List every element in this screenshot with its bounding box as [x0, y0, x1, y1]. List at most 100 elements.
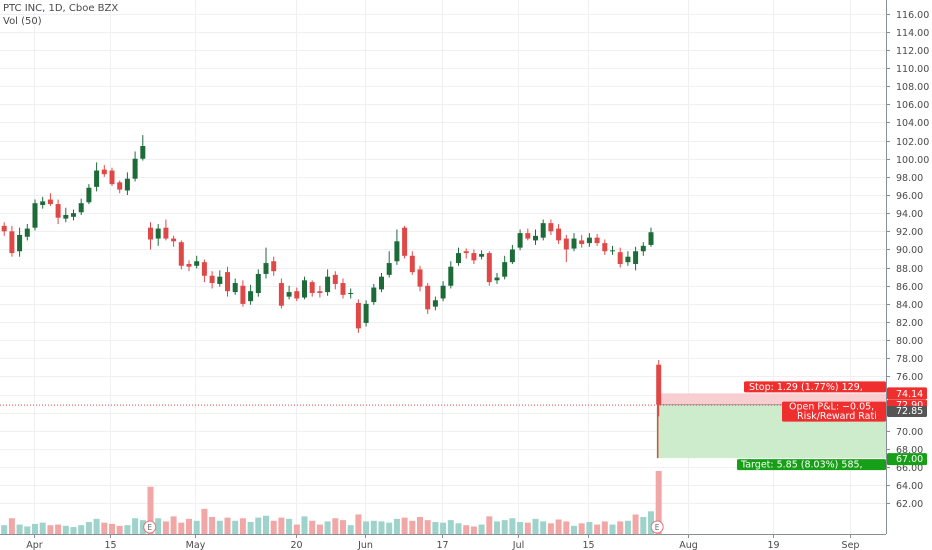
- open-pnl-text: Open P&L: −0.05,: [789, 402, 874, 413]
- y-tick-label: 94.00: [896, 209, 923, 220]
- candle-body: [502, 262, 508, 277]
- price-axis[interactable]: 62.0064.0066.0068.0070.0072.0074.0076.00…: [886, 10, 929, 510]
- stop-zone[interactable]: [656, 393, 886, 405]
- candle-body: [425, 285, 431, 310]
- candle-body: [586, 237, 592, 244]
- candle-body: [47, 199, 53, 205]
- candle-body: [94, 170, 100, 187]
- candle-body: [640, 245, 646, 252]
- candle-body: [625, 256, 631, 263]
- volume-bar: [486, 516, 493, 534]
- volume-bar: [209, 516, 216, 534]
- chart-legend: PTC INC, 1D, Cboe BZX Vol (50): [3, 2, 118, 28]
- candle-body: [440, 285, 446, 299]
- volume-bar: [517, 522, 524, 534]
- time-axis[interactable]: Apr 15 May 20 Jun 17 Jul 15 Aug 19 Sep: [26, 534, 859, 550]
- candle-body: [271, 261, 277, 272]
- volume-bar: [109, 523, 115, 534]
- volume-bar: [393, 518, 400, 534]
- volume-bar: [101, 522, 108, 534]
- stop-label[interactable]: Stop: 1.29 (1.77%) 129,: [744, 381, 886, 393]
- candle-body: [240, 285, 246, 304]
- candle-body: [17, 234, 23, 252]
- volume-bar: [378, 521, 385, 534]
- y-tick-label: 106.00: [896, 100, 929, 111]
- price-badges: 74.14 72.90 72.85 67.00: [887, 387, 927, 466]
- y-tick-label: 78.00: [896, 354, 923, 365]
- volume-bar: [340, 520, 346, 534]
- symbol-title[interactable]: PTC INC, 1D, Cboe BZX: [3, 3, 119, 14]
- volume-bar: [224, 517, 231, 534]
- y-tick-label: 98.00: [896, 173, 923, 184]
- volume-bar: [494, 521, 500, 534]
- candle-body: [525, 233, 531, 239]
- candle-body: [309, 282, 315, 294]
- candle-body: [217, 276, 223, 284]
- y-tick-label: 108.00: [896, 82, 929, 93]
- candle-body: [602, 243, 608, 252]
- y-tick-label: 66.00: [896, 463, 923, 474]
- candle-body: [140, 146, 146, 159]
- candle-body: [563, 238, 569, 250]
- volume-bar: [624, 520, 631, 534]
- earnings-marker: [143, 520, 157, 534]
- x-tick-label: 17: [436, 540, 448, 550]
- candle-body: [109, 170, 115, 185]
- volume-bar: [424, 520, 431, 534]
- volume-bar: [417, 516, 423, 534]
- earnings-marker-label: E: [147, 523, 152, 532]
- candle-body: [571, 238, 577, 249]
- y-tick-label: 84.00: [896, 300, 923, 311]
- volume-bar: [263, 515, 269, 534]
- candle-body: [255, 273, 261, 294]
- open-pnl-box: [782, 401, 886, 422]
- candle-body: [432, 300, 438, 307]
- volume-bar: [286, 518, 293, 534]
- target-price-badge-text: 67.00: [896, 454, 923, 465]
- volume-bar: [578, 523, 585, 534]
- open-pnl-label[interactable]: Open P&L: −0.05, Risk/Reward Rati: [782, 401, 886, 423]
- candle-body: [117, 182, 123, 190]
- candle-body: [394, 241, 400, 262]
- volume-bar: [216, 520, 223, 534]
- volume-bar: [655, 471, 662, 534]
- target-label[interactable]: Target: 5.85 (8.03%) 585,: [737, 459, 886, 471]
- volume-bar: [648, 511, 654, 534]
- candle-body: [71, 213, 76, 217]
- volume-bar: [62, 525, 69, 534]
- current-price-badge-text: 72.85: [896, 406, 923, 417]
- y-tick-label: 68.00: [896, 445, 923, 456]
- y-tick-label: 88.00: [896, 264, 923, 275]
- candle-body: [63, 214, 69, 219]
- volume-bar: [355, 514, 362, 534]
- volume-bar: [532, 518, 539, 534]
- volume-bar: [455, 523, 462, 534]
- volume-bar: [524, 522, 531, 534]
- volume-bar: [201, 508, 208, 534]
- candle-body: [517, 233, 523, 248]
- candle-body: [494, 277, 500, 281]
- candle-body: [201, 262, 207, 276]
- candle-body: [656, 364, 662, 405]
- volume-bar: [347, 525, 354, 534]
- candle-body: [132, 158, 138, 179]
- y-tick-label: 102.00: [896, 137, 929, 148]
- volume-bar: [509, 518, 516, 534]
- candle-body: [417, 269, 423, 287]
- volume-bar: [124, 525, 131, 534]
- volume-bar: [24, 526, 31, 534]
- candle-body: [348, 293, 354, 295]
- earnings-marker: [650, 520, 664, 534]
- volume-bar: [178, 522, 185, 534]
- volume-indicator-label[interactable]: Vol (50): [3, 16, 42, 27]
- candle-body: [471, 253, 477, 261]
- volume-bar: [55, 524, 62, 534]
- x-tick-label: 15: [582, 540, 594, 550]
- y-tick-label: 70.00: [896, 427, 923, 438]
- candle-body: [633, 251, 639, 264]
- volume-bar: [70, 527, 77, 534]
- volume-bar: [186, 518, 192, 534]
- candle-body: [178, 242, 184, 266]
- candle-body: [163, 227, 169, 239]
